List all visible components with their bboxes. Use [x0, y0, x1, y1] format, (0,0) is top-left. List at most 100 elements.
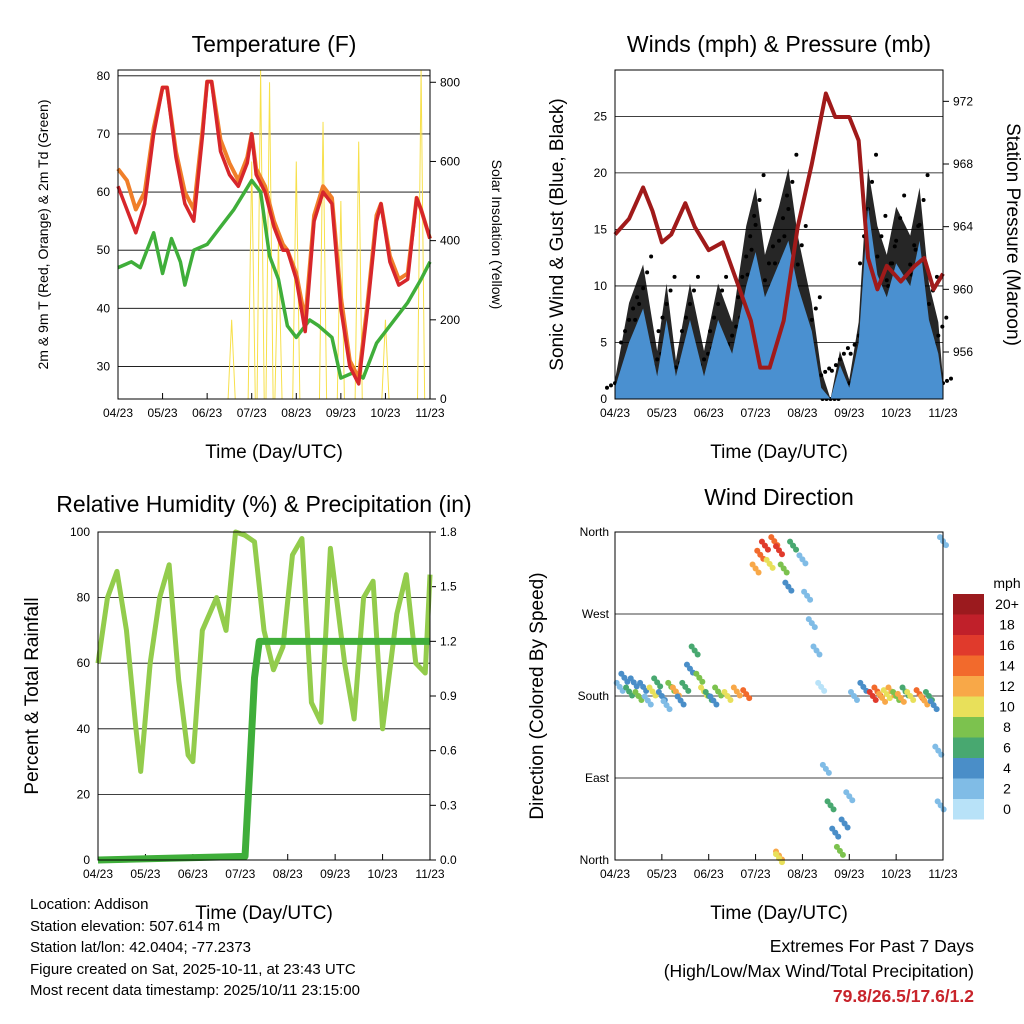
- legend-label: 10: [999, 699, 1015, 715]
- y2-tick-label: 0.3: [440, 798, 457, 812]
- station-info: Location: Addison Station elevation: 507…: [30, 894, 360, 1002]
- y-axis-label: 2m & 9m T (Red, Orange) & 2m Td (Green): [35, 100, 51, 370]
- direction-point: [727, 697, 734, 703]
- latlon-text: Station lat/lon: 42.0404; -77.2373: [30, 939, 252, 956]
- x-tick-label: 08/23: [787, 406, 817, 420]
- x-tick-label: 05/23: [647, 867, 677, 881]
- chart-title: Wind Direction: [704, 484, 854, 510]
- legend-swatch: [953, 799, 984, 820]
- legend-label: 14: [999, 658, 1015, 674]
- x-axis-label: Time (Day/UTC): [205, 442, 343, 463]
- y-tick-label: 100: [70, 525, 90, 539]
- solar-peak: [265, 82, 274, 400]
- extremes-title: Extremes For Past 7 Days: [769, 936, 974, 956]
- legend-label: 0: [1003, 801, 1011, 817]
- direction-point: [685, 687, 692, 694]
- y-tick-label: 20: [594, 166, 608, 180]
- direction-point: [821, 687, 828, 694]
- gust-point: [934, 274, 939, 279]
- y2-axis-label: Station Pressure (Maroon): [1002, 123, 1023, 346]
- series-group: [605, 91, 953, 401]
- x-tick-label: 07/23: [237, 406, 267, 420]
- direction-point: [764, 546, 771, 553]
- x-tick-label: 05/23: [148, 406, 178, 420]
- gust-point: [672, 274, 677, 279]
- gust-point: [874, 152, 879, 157]
- legend-label: 2: [1003, 781, 1011, 797]
- direction-point: [694, 651, 701, 658]
- solar-peak: [417, 70, 426, 400]
- y2-tick-label: 964: [953, 220, 973, 234]
- direction-point: [886, 695, 893, 702]
- gust-point: [799, 243, 804, 248]
- y2-tick-label: 800: [440, 75, 460, 89]
- y-axis-label: Direction (Colored By Speed): [527, 572, 548, 819]
- direction-point: [666, 706, 673, 713]
- gust-point: [790, 179, 795, 184]
- x-tick-label: 08/23: [273, 867, 303, 881]
- solar-peak: [247, 161, 256, 400]
- gust-point: [845, 346, 850, 351]
- direction-point: [849, 797, 856, 804]
- legend-label: 12: [999, 678, 1015, 694]
- y-tick-label: 0: [600, 392, 607, 406]
- y-tick-label: 30: [97, 359, 111, 373]
- y2-tick-label: 0.0: [440, 853, 457, 867]
- direction-point: [835, 833, 842, 840]
- y2-tick-label: 0: [440, 392, 447, 406]
- wind-band: [615, 206, 943, 399]
- legend-label: 6: [1003, 740, 1011, 756]
- extremes-values: 79.8/26.5/17.6/1.2: [832, 986, 974, 1006]
- y-tick-label: North: [580, 525, 609, 539]
- x-tick-label: 10/23: [370, 406, 400, 420]
- x-tick-label: 09/23: [834, 406, 864, 420]
- legend-label: 16: [999, 637, 1015, 653]
- y2-tick-label: 0.6: [440, 744, 457, 758]
- x-tick-label: 07/23: [741, 867, 771, 881]
- gust-point: [940, 324, 945, 329]
- x-tick-label: 11/23: [415, 867, 444, 881]
- y-tick-label: West: [582, 607, 610, 621]
- direction-point: [811, 624, 818, 631]
- y2-tick-label: 1.8: [440, 525, 457, 539]
- gust-point: [757, 198, 762, 203]
- gust-point: [609, 383, 613, 388]
- y-tick-label: 80: [97, 69, 111, 83]
- y-tick-label: 10: [594, 279, 608, 293]
- direction-point: [699, 678, 706, 685]
- x-axis-label: Time (Day/UTC): [710, 442, 848, 463]
- location-text: Location: Addison: [30, 896, 149, 913]
- direction-point: [746, 695, 753, 702]
- y-tick-label: 60: [77, 656, 91, 670]
- x-axis-label: Time (Day/UTC): [710, 903, 848, 924]
- dewpoint-line: [117, 178, 432, 380]
- y2-tick-label: 956: [953, 345, 973, 359]
- y2-tick-label: 600: [440, 154, 460, 168]
- legend-swatch: [953, 778, 984, 799]
- direction-point: [943, 542, 949, 549]
- y2-tick-label: 972: [953, 94, 973, 108]
- direction-point: [657, 683, 664, 690]
- gust-point: [829, 368, 834, 373]
- y-tick-label: 40: [97, 301, 111, 315]
- elevation-text: Station elevation: 507.614 m: [30, 917, 221, 935]
- x-tick-label: 11/23: [928, 406, 957, 420]
- legend-swatch: [953, 594, 984, 615]
- gust-point: [921, 198, 926, 203]
- legend-swatch: [953, 676, 984, 697]
- gust-point: [645, 270, 650, 275]
- precip-line: [97, 637, 430, 864]
- extremes-subtitle: (High/Low/Max Wind/Total Precipitation): [663, 961, 974, 981]
- solar-peak: [227, 319, 236, 400]
- gust-point: [803, 224, 808, 229]
- x-tick-label: 06/23: [694, 867, 724, 881]
- gust-point: [794, 152, 799, 157]
- extremes-box: Extremes For Past 7 Days (High/Low/Max W…: [664, 934, 974, 1009]
- y-tick-label: 80: [77, 591, 91, 605]
- gust-point: [691, 288, 696, 293]
- legend-swatch: [953, 717, 984, 738]
- y2-tick-label: 400: [440, 234, 460, 248]
- x-tick-label: 04/23: [600, 867, 630, 881]
- gust-point: [656, 329, 661, 334]
- gust-point: [833, 363, 838, 368]
